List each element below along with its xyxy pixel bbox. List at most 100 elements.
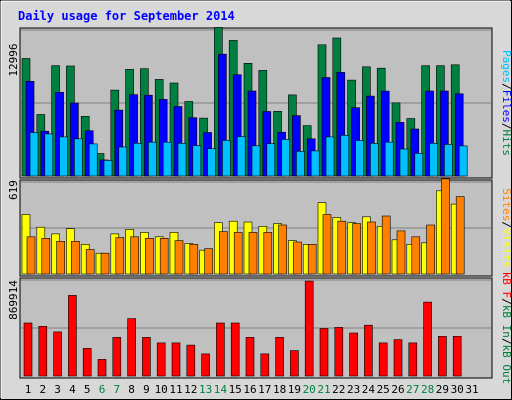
bar-hits-files-pages-pages-day-6 (103, 160, 113, 177)
x-tick-label-day-12: 12 (184, 383, 197, 396)
bar-kbytes-kb-f-day-23 (349, 332, 358, 377)
x-tick-label-day-5: 5 (84, 383, 91, 396)
x-tick-label-day-11: 11 (169, 383, 182, 396)
bar-visits-sites-sites-day-6 (100, 252, 110, 275)
bar-kbytes-kb-f-day-28 (423, 301, 432, 377)
bar-visits-sites-sites-day-25 (381, 215, 391, 275)
bar-hits-files-pages-pages-day-13 (207, 148, 216, 177)
legend-bottom-part-1: / (500, 298, 512, 305)
bar-hits-files-pages-pages-day-25 (384, 141, 394, 177)
x-tick-label-day-9: 9 (143, 383, 150, 396)
x-tick-label-day-19: 19 (288, 383, 301, 396)
bar-kbytes-kb-f-day-25 (378, 342, 388, 377)
x-tick-label-day-4: 4 (69, 383, 76, 396)
bar-visits-sites-sites-day-9 (145, 238, 154, 275)
bar-kbytes-kb-f-day-1 (23, 322, 33, 377)
legend-bottom-part-4: kB Out (500, 345, 512, 385)
x-tick-label-day-20: 20 (303, 383, 316, 396)
bar-visits-sites-sites-day-19 (293, 241, 302, 275)
chart-title: Daily usage for September 2014 (18, 9, 235, 23)
bar-visits-sites-sites-day-26 (396, 230, 406, 275)
bar-kbytes-kb-f-day-22 (334, 327, 344, 377)
bar-visits-sites-sites-day-21 (322, 214, 332, 275)
legend-bottom-part-0: kB F (500, 272, 512, 299)
bar-hits-files-pages-pages-day-4 (74, 138, 83, 177)
x-tick-label-day-16: 16 (243, 383, 256, 396)
bar-visits-sites-sites-day-29 (441, 178, 450, 275)
bar-hits-files-pages-pages-day-3 (59, 136, 68, 177)
chart-bars (21, 27, 468, 377)
bar-hits-files-pages-pages-day-24 (370, 143, 379, 177)
legend-middle-part-0: Sites (500, 188, 512, 221)
bar-hits-files-pages-pages-day-14 (222, 140, 231, 177)
bar-visits-sites-sites-day-17 (263, 232, 273, 275)
bar-hits-files-pages-pages-day-18 (281, 139, 290, 177)
bar-visits-sites-sites-day-2 (41, 238, 51, 275)
x-tick-label-day-29: 29 (436, 383, 449, 396)
bar-hits-files-pages-pages-day-8 (133, 143, 142, 177)
bar-kbytes-kb-f-day-13 (201, 353, 210, 377)
bar-visits-sites-sites-day-18 (278, 224, 287, 275)
x-axis-day-labels: 1 2 3 4 5 6 7 8 9 10 11 12 13 14 15 16 17 18 19 20 21 22 23 24 2… (25, 383, 479, 396)
x-tick-label-day-25: 25 (377, 383, 390, 396)
bar-visits-sites-sites-day-22 (337, 220, 347, 275)
x-tick-label-day-27: 27 (406, 383, 419, 396)
x-tick-label-day-15: 15 (229, 383, 242, 396)
scale-label-visits-sites: 619 (7, 180, 20, 200)
legend-visits-sites: Sites/Visits (500, 188, 512, 268)
y-scale-labels: 12996 619 869914 (7, 43, 20, 319)
chart-gridlines (21, 29, 491, 329)
bar-kbytes-kb-f-day-5 (82, 348, 92, 377)
x-tick-label-day-14: 14 (214, 383, 228, 396)
x-tick-label-day-2: 2 (39, 383, 46, 396)
scale-label-hits-files-pages: 12996 (7, 43, 20, 76)
legend-bottom-part-3: / (500, 338, 512, 345)
bar-hits-files-pages-pages-day-23 (355, 140, 364, 177)
x-tick-label-day-31: 31 (465, 383, 478, 396)
bar-visits-sites-sites-day-3 (56, 241, 65, 275)
bar-visits-sites-sites-day-27 (411, 236, 421, 275)
bar-kbytes-kb-f-day-14 (216, 322, 225, 377)
bar-hits-files-pages-pages-day-15 (236, 136, 246, 177)
bar-hits-files-pages-pages-day-21 (325, 136, 335, 177)
x-tick-label-day-7: 7 (113, 383, 120, 396)
x-tick-label-day-21: 21 (317, 383, 330, 396)
bar-kbytes-kb-f-day-24 (364, 324, 373, 377)
bar-visits-sites-sites-day-24 (367, 221, 376, 275)
bar-kbytes-kb-f-day-10 (156, 342, 166, 377)
x-tick-label-day-8: 8 (128, 383, 135, 396)
legend-top-part-3: / (500, 123, 512, 130)
bar-kbytes-kb-f-day-26 (393, 339, 403, 377)
bar-kbytes-kb-f-day-27 (408, 342, 418, 377)
bar-kbytes-kb-f-day-29 (438, 335, 447, 377)
legend-middle-part-1: / (500, 221, 512, 228)
bar-kbytes-kb-f-day-20 (304, 280, 314, 377)
bar-hits-files-pages-pages-day-27 (414, 153, 424, 177)
legend-top-part-0: Pages (500, 50, 512, 83)
x-tick-label-day-17: 17 (258, 383, 271, 396)
bar-hits-files-pages-pages-day-12 (192, 145, 202, 177)
bar-visits-sites-sites-day-5 (85, 249, 95, 275)
bar-hits-files-pages-pages-day-30 (458, 145, 468, 177)
x-tick-label-day-30: 30 (451, 383, 464, 396)
bar-kbytes-kb-f-day-17 (260, 353, 270, 377)
x-tick-label-day-1: 1 (25, 383, 32, 396)
series-legends: Pages/Files/Hits Sites/Visits kB F/kB In… (500, 50, 512, 384)
bar-hits-files-pages-pages-day-29 (444, 144, 453, 177)
x-tick-label-day-3: 3 (54, 383, 61, 396)
bar-visits-sites-sites-day-16 (248, 232, 258, 275)
legend-top-part-2: Files (500, 90, 512, 123)
legend-top-part-1: / (500, 83, 512, 90)
bar-hits-files-pages-pages-day-7 (118, 146, 128, 177)
bar-visits-sites-sites-day-1 (26, 236, 36, 275)
x-tick-label-day-6: 6 (99, 383, 106, 396)
bar-visits-sites-sites-day-13 (204, 248, 213, 275)
legend-middle-part-2: Visits (500, 228, 512, 268)
bar-kbytes-kb-f-day-19 (290, 350, 299, 377)
bar-visits-sites-sites-day-11 (174, 240, 184, 275)
bar-kbytes-kb-f-day-3 (53, 331, 62, 377)
bar-hits-files-pages-pages-day-22 (340, 135, 350, 177)
x-tick-label-day-24: 24 (362, 383, 376, 396)
